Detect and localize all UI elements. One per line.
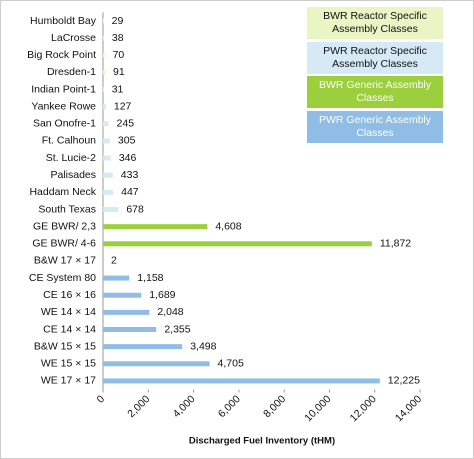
value-label: 1,689 (149, 289, 175, 301)
y-tick-label: WE 14 × 14 (41, 306, 96, 318)
y-tick-label: WE 15 × 15 (41, 358, 96, 370)
value-label: 4,705 (218, 358, 244, 370)
value-label: 2 (111, 255, 117, 267)
value-label: 447 (121, 186, 139, 198)
value-label: 433 (121, 169, 139, 181)
y-tick-label: Humboldt Bay (30, 15, 97, 27)
bar (103, 87, 104, 93)
bar (103, 189, 114, 195)
value-label: 11,872 (380, 238, 411, 250)
legend-entry: PWR Reactor Specific Assembly Classes (307, 41, 443, 74)
value-label: 678 (126, 203, 144, 215)
bar (103, 344, 183, 350)
legend-entry: BWR Reactor Specific Assembly Classes (307, 7, 443, 39)
value-label: 1,158 (137, 272, 163, 284)
y-tick-label: CE 14 × 14 (43, 323, 96, 335)
y-tick-label: Haddam Neck (29, 186, 96, 198)
y-tick-label: GE BWR/ 4-6 (32, 238, 96, 250)
value-label: 38 (112, 32, 124, 44)
value-label: 245 (117, 118, 135, 130)
y-tick-label: WE 17 × 17 (41, 375, 96, 387)
bar (103, 52, 105, 58)
y-tick-label: Palisades (50, 169, 96, 181)
bar (103, 327, 157, 333)
y-tick-label: GE BWR/ 2,3 (33, 220, 96, 232)
x-tick-label: 2,000 (125, 393, 152, 420)
y-tick-label: LaCrosse (51, 32, 96, 44)
x-tick-label: 14,000 (393, 393, 424, 424)
y-tick-label: Ft. Calhoun (42, 135, 96, 147)
x-tick-label: 4,000 (171, 393, 198, 420)
value-label: 3,498 (190, 340, 216, 352)
y-tick-label: CE 16 × 16 (43, 289, 96, 301)
bar (103, 378, 380, 384)
y-tick-label: Yankee Rowe (31, 100, 96, 112)
y-tick-label: South Texas (38, 203, 96, 215)
y-tick-label: B&W 17 × 17 (34, 255, 96, 267)
bar (103, 138, 110, 144)
y-tick-label: Dresden-1 (47, 66, 96, 78)
y-tick-label: B&W 15 × 15 (34, 340, 96, 352)
bar (103, 121, 109, 127)
bar (103, 224, 208, 230)
value-label: 29 (112, 15, 124, 27)
bar (103, 172, 113, 178)
value-label: 2,355 (164, 323, 190, 335)
value-label: 12,225 (388, 375, 420, 387)
value-label: 346 (119, 152, 137, 164)
value-label: 91 (113, 66, 125, 78)
value-label: 2,048 (157, 306, 183, 318)
legend-entry: BWR Generic Assembly Classes (307, 76, 443, 108)
bar (103, 361, 210, 367)
x-axis-title: Discharged Fuel Inventory (tHM) (189, 436, 335, 447)
value-label: 127 (114, 100, 132, 112)
value-label: 305 (118, 135, 136, 147)
x-tick-label: 6,000 (216, 393, 243, 420)
bar (103, 35, 104, 41)
value-label: 70 (113, 49, 125, 61)
y-tick-label: San Onofre-1 (33, 118, 96, 130)
y-tick-label: Big Rock Point (27, 49, 96, 61)
bar (103, 155, 111, 161)
x-tick-label: 8,000 (261, 393, 288, 420)
bar (103, 207, 119, 213)
legend-entry: PWR Generic Assembly Classes (307, 110, 443, 143)
bar (103, 275, 130, 281)
bar (103, 69, 106, 75)
bar (103, 104, 106, 110)
x-tick-label: 0 (94, 393, 107, 406)
y-tick-label: CE System 80 (29, 272, 96, 284)
y-tick-label: Indian Point-1 (31, 83, 96, 95)
bar (103, 292, 142, 298)
y-tick-label: St. Lucie-2 (46, 152, 96, 164)
value-label: 31 (112, 83, 124, 95)
value-label: 4,608 (215, 220, 241, 232)
bar (103, 18, 104, 24)
bar (103, 309, 150, 315)
x-tick-label: 12,000 (348, 393, 379, 424)
bar (103, 241, 372, 247)
x-tick-label: 10,000 (302, 393, 333, 424)
